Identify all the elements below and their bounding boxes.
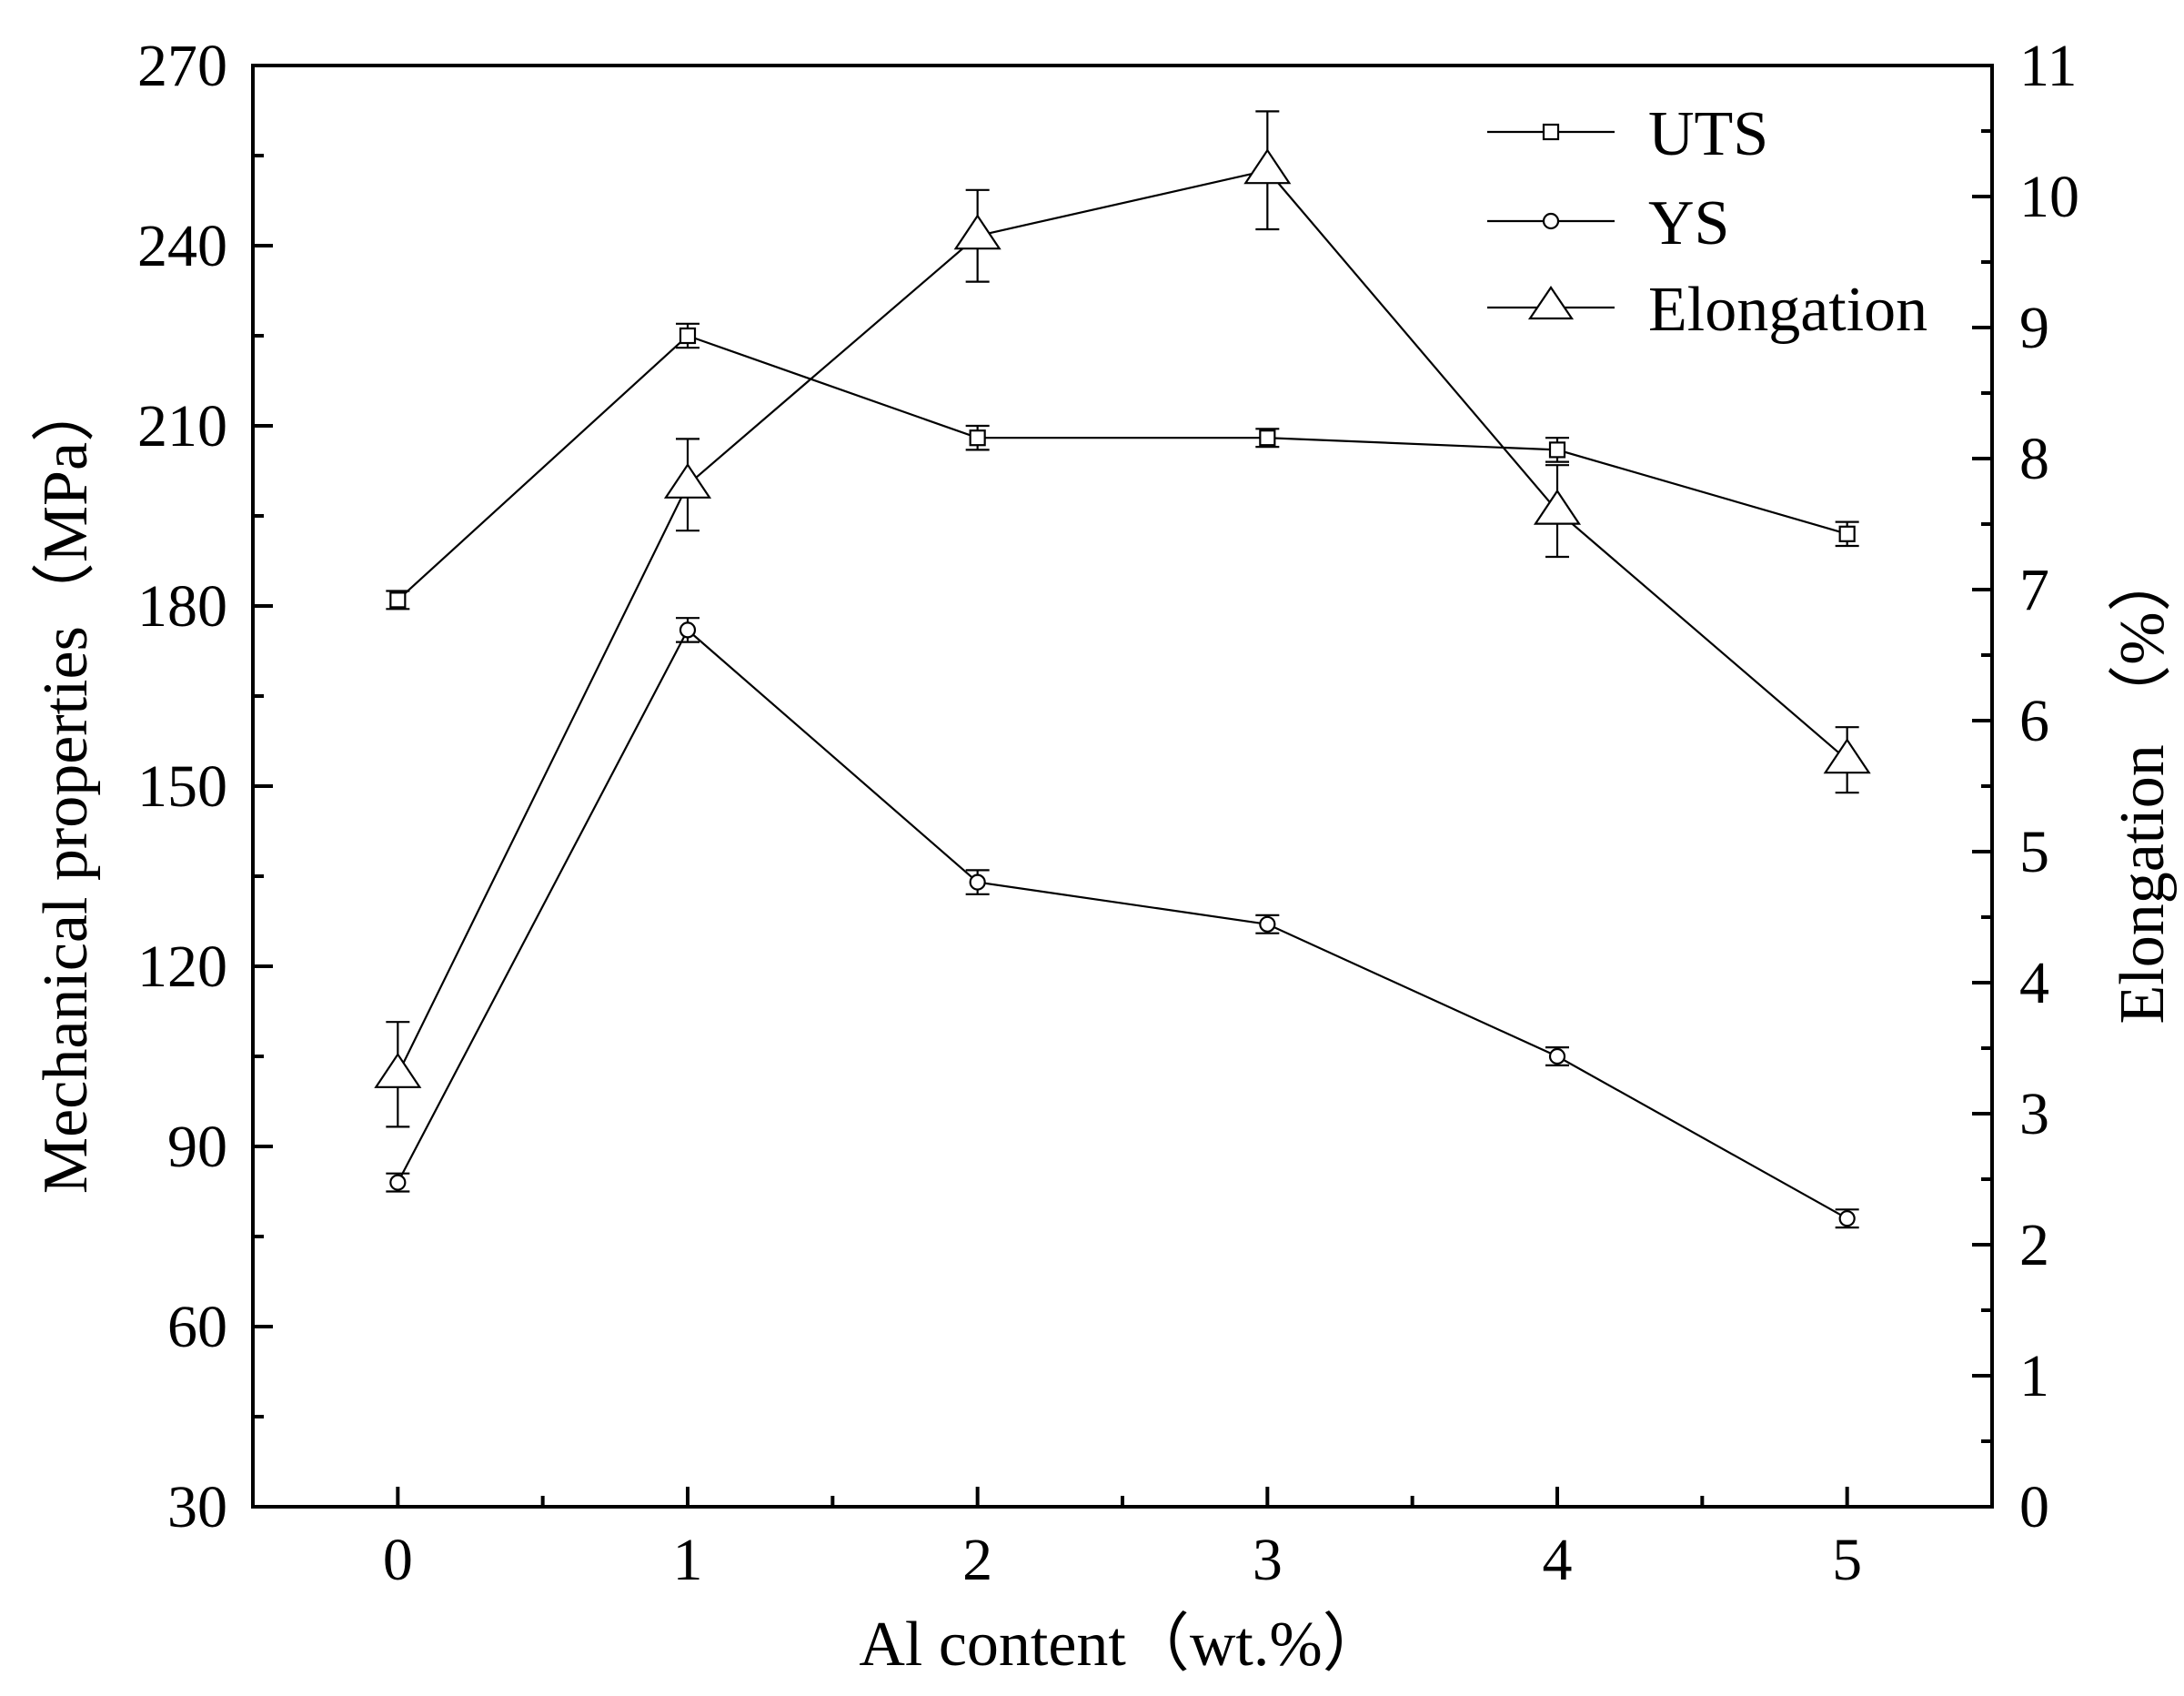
legend-entry-ys: YS [1487, 188, 1729, 258]
legend-elongation-label: Elongation [1648, 275, 1927, 345]
left-tick-label: 60 [167, 1294, 227, 1360]
left-axis-title: Mechanical properties（MPa） [31, 379, 101, 1194]
left-tick-label: 210 [137, 393, 227, 459]
uts-point [679, 327, 697, 345]
elongation-point [374, 1052, 422, 1088]
left-tick-label: 270 [137, 33, 227, 99]
right-tick-label: 8 [2019, 426, 2049, 492]
left-tick-label: 120 [137, 934, 227, 1000]
right-tick-label: 5 [2019, 819, 2049, 885]
left-axis-ticks: 30 60 90 120 150 180 210 240 270 [137, 33, 273, 1540]
elongation-point [663, 462, 712, 499]
right-tick-label: 7 [2019, 557, 2049, 623]
right-tick-label: 3 [2019, 1081, 2049, 1147]
uts-point [969, 429, 986, 447]
x-axis-ticks: 0 1 2 3 4 5 [383, 1487, 1862, 1593]
series-elongation [374, 110, 1871, 1128]
right-tick-label: 9 [2019, 295, 2049, 361]
legend: UTS YS Elongation [1487, 99, 1927, 345]
ys-point [969, 873, 986, 891]
left-tick-label: 240 [137, 213, 227, 279]
x-axis-title: Al content（wt.%） [859, 1610, 1385, 1680]
legend-elongation-marker [1527, 286, 1575, 320]
elongation-line [397, 168, 1848, 1075]
right-tick-label: 0 [2019, 1474, 2049, 1540]
left-tick-label: 150 [137, 753, 227, 820]
ys-line [397, 628, 1848, 1220]
ys-point [679, 621, 697, 639]
x-tick-label: 1 [673, 1527, 703, 1593]
right-tick-label: 1 [2019, 1343, 2049, 1409]
legend-uts-marker [1542, 123, 1560, 141]
x-tick-label: 4 [1543, 1527, 1573, 1593]
plot-frame [251, 64, 1994, 1509]
right-tick-label: 11 [2019, 33, 2078, 99]
elongation-point [1823, 738, 1871, 774]
uts-point [1548, 441, 1566, 459]
ys-point [1259, 915, 1276, 933]
left-tick-label: 180 [137, 573, 227, 640]
x-tick-label: 0 [383, 1527, 413, 1593]
ys-point [1838, 1210, 1856, 1227]
elongation-point [1243, 148, 1292, 185]
right-axis-ticks: 0 1 2 3 4 5 6 7 8 9 10 11 [1972, 33, 2079, 1540]
right-tick-label: 10 [2019, 164, 2079, 230]
legend-ys-marker [1542, 212, 1560, 230]
series-ys [386, 617, 1859, 1229]
right-axis-title: Elongation （%） [2108, 549, 2178, 1025]
elongation-point [1533, 489, 1582, 525]
uts-point [389, 591, 407, 609]
x-tick-label: 2 [962, 1527, 992, 1593]
left-tick-label: 30 [167, 1474, 227, 1540]
series-uts [386, 322, 1859, 611]
right-tick-label: 4 [2019, 950, 2049, 1016]
right-tick-label: 2 [2019, 1212, 2049, 1278]
legend-uts-label: UTS [1648, 99, 1768, 169]
ys-point [1548, 1047, 1566, 1065]
right-tick-label: 6 [2019, 688, 2049, 754]
uts-line [397, 334, 1847, 601]
x-tick-label: 3 [1253, 1527, 1283, 1593]
uts-point [1838, 525, 1856, 542]
legend-ys-label: YS [1648, 188, 1729, 258]
series-layer [374, 110, 1871, 1229]
left-tick-label: 90 [167, 1114, 227, 1180]
uts-point [1259, 429, 1276, 447]
ys-point [389, 1174, 407, 1191]
legend-entry-elongation: Elongation [1487, 275, 1927, 345]
x-tick-label: 5 [1832, 1527, 1862, 1593]
elongation-point [953, 214, 1001, 250]
legend-entry-uts: UTS [1487, 99, 1768, 169]
